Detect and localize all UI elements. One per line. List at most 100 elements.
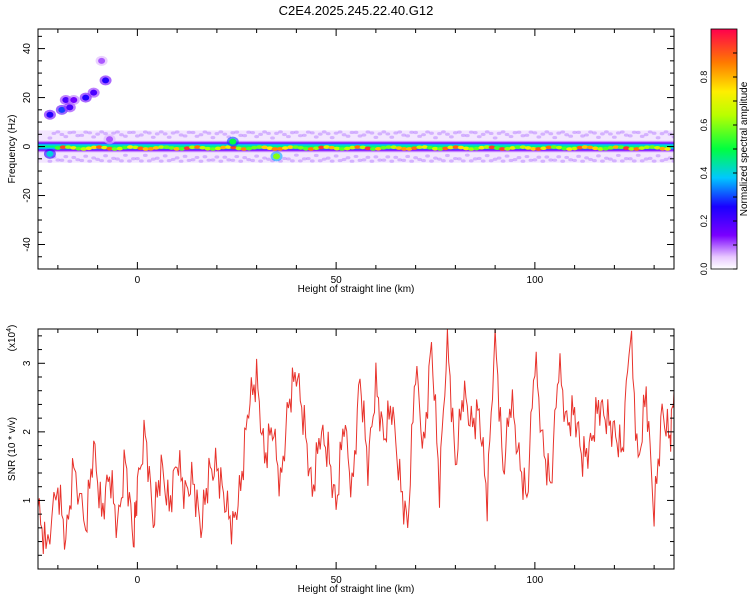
carrier-hotspot	[395, 146, 403, 150]
carrier-hotspot	[235, 146, 242, 151]
x-tick-label: 50	[331, 575, 343, 586]
carrier-hotspot	[59, 145, 67, 149]
snr-frame	[37, 328, 675, 570]
x-tick-label: 0	[135, 275, 141, 286]
fringe-mark	[524, 133, 530, 137]
fringe-mark	[433, 136, 438, 140]
fringe-mark	[83, 154, 89, 158]
carrier-hotspot	[406, 147, 413, 151]
fringe-mark	[55, 158, 61, 162]
fringe-mark	[580, 134, 585, 138]
fringe-mark	[142, 153, 148, 158]
carrier-hotspot	[664, 147, 671, 151]
fringe-mark	[286, 157, 291, 161]
carrier-hotspot	[509, 146, 516, 150]
fringe-mark	[115, 157, 120, 161]
fringe-mark	[123, 134, 128, 138]
y-tick-label: 40	[22, 43, 33, 55]
figure-title: C2E4.2025.245.22.40.G12	[279, 3, 434, 18]
fringe-mark	[600, 132, 605, 136]
fringe-mark	[512, 157, 518, 162]
colorbar-label: Normalized spectral amplitude	[739, 81, 750, 216]
fringe-mark	[301, 157, 307, 161]
fringe-mark	[405, 134, 411, 138]
carrier-hotspot	[194, 145, 201, 149]
fringe-mark	[63, 155, 69, 159]
carrier-hotspot	[555, 145, 563, 150]
carrier-hotspot	[101, 145, 108, 150]
carrier-hotspot	[354, 145, 361, 149]
fringe-mark	[556, 131, 562, 135]
fringe-mark	[520, 159, 526, 163]
carrier-hotspot	[380, 146, 387, 150]
carrier-hotspot	[643, 145, 651, 150]
fringe-mark	[317, 132, 323, 136]
fringe-mark	[600, 159, 605, 163]
fringe-mark	[425, 130, 430, 134]
spectrogram-y-label: Frequency (Hz)	[7, 115, 18, 184]
fringe-mark	[365, 130, 371, 134]
fringe-mark	[393, 155, 399, 159]
fringe-mark	[313, 153, 319, 158]
fringe-mark	[556, 155, 562, 159]
fringe-mark	[194, 134, 200, 138]
fringe-mark	[480, 132, 486, 136]
spectral-blob	[82, 94, 90, 101]
fringe-mark	[186, 130, 192, 134]
carrier-hotspot	[483, 145, 490, 149]
fringe-mark	[198, 159, 204, 163]
fringe-mark	[254, 135, 260, 139]
y-tick-label: -20	[22, 188, 33, 203]
carrier-hotspot	[240, 147, 248, 151]
carrier-hotspot	[581, 145, 589, 149]
fringe-mark	[186, 158, 192, 163]
fringe-mark	[441, 159, 446, 163]
carrier-hotspot	[654, 145, 661, 150]
fringe-mark	[476, 135, 482, 139]
spectral-blob	[46, 150, 54, 157]
fringe-mark	[676, 131, 681, 134]
fringe-mark	[353, 154, 359, 159]
fringe-mark	[445, 153, 450, 158]
fringe-mark	[138, 133, 144, 137]
carrier-hotspot	[132, 145, 139, 150]
fringe-mark	[528, 130, 534, 134]
carrier-hotspot	[287, 145, 294, 149]
carrier-hotspot	[214, 146, 222, 151]
fringe-mark	[504, 154, 510, 158]
fringe-mark	[67, 131, 73, 135]
fringe-mark	[321, 157, 327, 161]
fringe-mark	[202, 130, 208, 134]
fringe-mark	[464, 153, 470, 157]
fringe-mark	[131, 130, 136, 134]
fringe-mark	[488, 131, 494, 136]
fringe-mark	[214, 155, 220, 159]
fringe-mark	[238, 133, 244, 137]
colorbar-tick-label: 0.0	[699, 263, 709, 276]
fringe-mark	[166, 159, 172, 163]
fringe-mark	[528, 158, 534, 162]
fringe-mark	[166, 135, 172, 139]
fringe-mark	[651, 131, 657, 135]
fringe-mark	[190, 158, 196, 162]
fringe-mark	[643, 157, 649, 161]
fringe-mark	[111, 156, 116, 160]
carrier-hotspot	[245, 146, 253, 151]
snr-x-ticks: 0 50 100	[57, 329, 655, 586]
fringe-mark	[409, 130, 415, 134]
carrier-hotspot	[276, 147, 284, 151]
y-tick-label: 1	[22, 497, 33, 503]
fringe-mark	[445, 132, 450, 136]
fringe-mark	[282, 132, 287, 137]
fringe-mark	[262, 156, 267, 160]
fringe-mark	[357, 158, 363, 162]
spectrogram-y-ticks: -40 -20 0 20 40	[22, 35, 674, 270]
fringe-mark	[377, 158, 383, 162]
carrier-hotspot	[530, 146, 537, 151]
spectrogram-x-label: Height of straight line (km)	[298, 284, 415, 295]
fringe-mark	[393, 131, 399, 135]
spectral-blob	[273, 153, 280, 160]
fringe-mark	[270, 136, 275, 140]
fringe-mark	[142, 130, 148, 134]
fringe-mark	[564, 133, 570, 137]
